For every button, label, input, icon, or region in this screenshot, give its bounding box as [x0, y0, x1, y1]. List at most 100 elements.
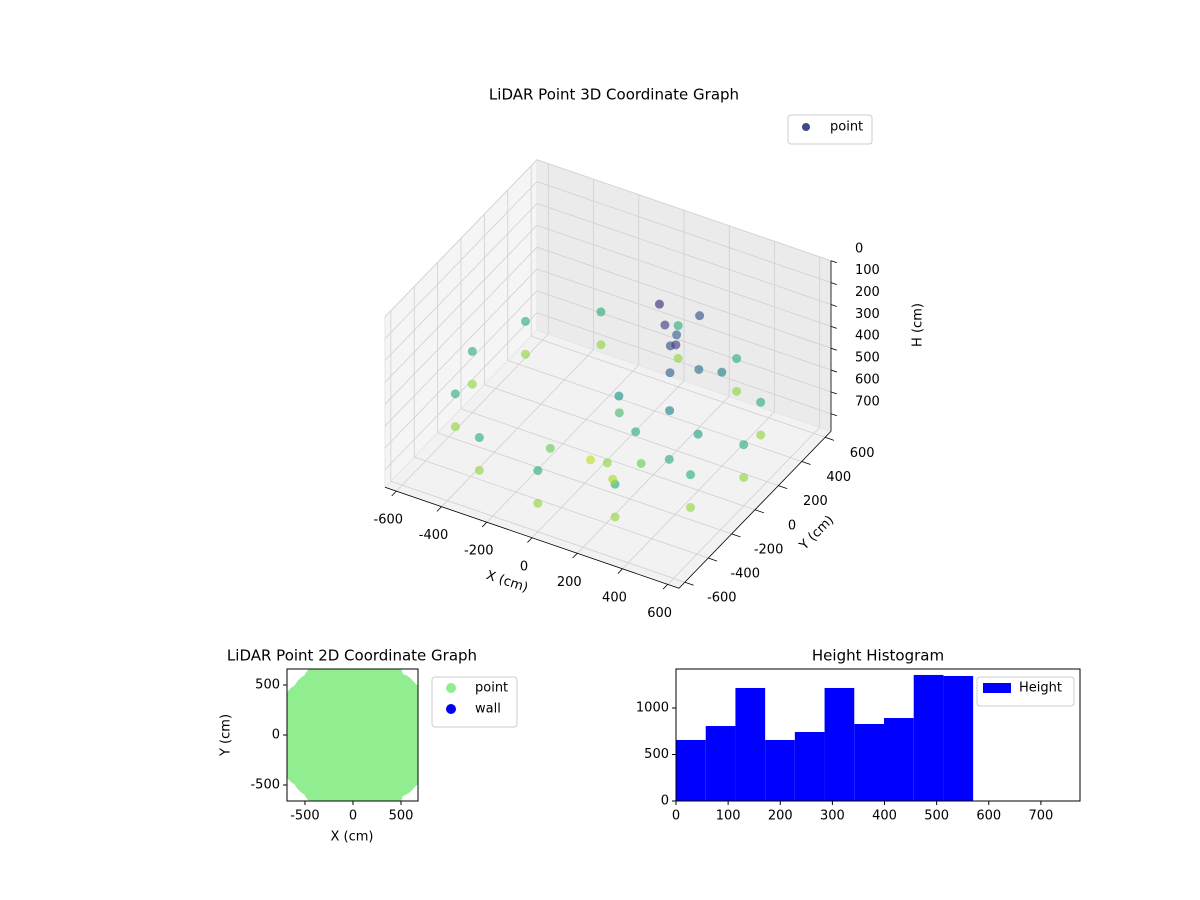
grid-line: [484, 384, 779, 486]
y-tick-label: 0: [272, 728, 280, 743]
y-tick-label: 200: [803, 494, 828, 509]
x-tick-label: 500: [389, 809, 414, 824]
data-point: [717, 367, 727, 377]
tick-mark: [731, 533, 741, 538]
tick-mark: [684, 581, 694, 586]
grid-line: [536, 290, 832, 393]
legend-label: Height: [1019, 681, 1062, 696]
x-tick-label: 700: [1028, 809, 1053, 824]
data-point: [533, 498, 543, 508]
x-tick-label: 300: [820, 809, 845, 824]
tick-mark: [801, 461, 811, 465]
tick-mark: [825, 436, 835, 441]
tick-mark: [391, 490, 397, 497]
x-tick-label: 200: [557, 575, 582, 590]
tick-mark: [527, 537, 533, 543]
data-point: [686, 470, 696, 480]
tick-mark: [572, 553, 578, 559]
tick-mark: [830, 369, 838, 373]
bar: [676, 739, 706, 801]
grid-line: [536, 246, 832, 349]
x-tick-label: 0: [672, 809, 680, 824]
grid-line: [384, 225, 538, 383]
plot-area: [287, 669, 418, 801]
data-point: [608, 474, 618, 484]
x-tick-label: -500: [290, 809, 320, 824]
data-point: [732, 354, 742, 364]
y-axis-label: Y (cm): [796, 513, 837, 554]
tick-mark: [708, 557, 718, 562]
x-tick-label: 500: [924, 809, 949, 824]
legend-marker: [446, 704, 456, 714]
grid-line: [384, 290, 538, 449]
tick-mark: [830, 260, 838, 264]
data-point: [467, 379, 477, 389]
grid-line: [531, 335, 826, 438]
y-axis-line: [678, 430, 832, 589]
data-point: [596, 307, 606, 317]
z-tick-label: 200: [855, 285, 880, 300]
data-point: [756, 397, 766, 407]
tick-mark: [830, 325, 838, 329]
x-tick-label: 200: [768, 809, 793, 824]
y-tick-label: 0: [788, 518, 796, 533]
grid-line: [414, 456, 709, 559]
y-tick-label: -600: [707, 591, 737, 606]
z-tick-label: 300: [855, 307, 880, 322]
z-tick-label: 100: [855, 263, 880, 278]
grid-line: [384, 312, 538, 471]
y-tick-label: 400: [826, 470, 851, 485]
data-point: [450, 422, 460, 432]
data-point: [520, 349, 530, 359]
tick-mark: [617, 568, 623, 574]
grid-line: [536, 203, 832, 305]
data-point: [739, 440, 749, 450]
legend-label: point: [830, 120, 863, 135]
z-axis-label: H (cm): [911, 303, 926, 347]
tick-mark: [830, 282, 838, 286]
bar: [735, 687, 766, 801]
y-tick-label: -400: [730, 567, 760, 582]
x-tick-label: 400: [872, 809, 897, 824]
bar: [913, 674, 944, 801]
tick-mark: [481, 521, 488, 528]
grid-line: [384, 268, 538, 427]
y-tick-label: 500: [255, 678, 280, 693]
data-point: [693, 429, 703, 439]
grid-line: [437, 432, 732, 535]
bar: [794, 731, 825, 801]
x-tick-label: 400: [602, 590, 627, 605]
tick-mark: [830, 391, 838, 395]
grid-line: [384, 181, 538, 339]
data-point: [732, 386, 742, 396]
x-tick-label: 100: [716, 809, 741, 824]
data-point: [545, 443, 555, 453]
y-tick-label: -200: [754, 542, 784, 557]
data-point: [654, 299, 664, 309]
grid-line: [390, 480, 685, 583]
tick-mark: [778, 485, 788, 490]
x-tick-label: 600: [976, 809, 1001, 824]
data-point: [602, 458, 612, 468]
bar: [824, 687, 855, 801]
z-tick-label: 400: [855, 329, 880, 344]
x-tick-label: -600: [374, 513, 404, 528]
bar: [765, 739, 795, 801]
y-tick-label: 1000: [636, 700, 669, 715]
grid-line: [384, 246, 538, 405]
legend-label: wall: [475, 702, 501, 717]
data-point: [585, 455, 595, 465]
data-point: [379, 678, 418, 722]
data-point: [614, 408, 624, 418]
chart-title: Height Histogram: [812, 647, 944, 665]
y-tick-label: 0: [661, 794, 669, 809]
legend-box: [787, 114, 873, 145]
z-tick-label: 700: [855, 394, 880, 409]
tick-mark: [830, 347, 838, 351]
tick-mark: [830, 304, 838, 307]
grid-line: [536, 159, 832, 262]
x-tick-label: 0: [520, 559, 528, 574]
data-point: [665, 368, 675, 378]
chart-title: LiDAR Point 3D Coordinate Graph: [489, 86, 739, 104]
x-axis-line: [384, 486, 680, 589]
